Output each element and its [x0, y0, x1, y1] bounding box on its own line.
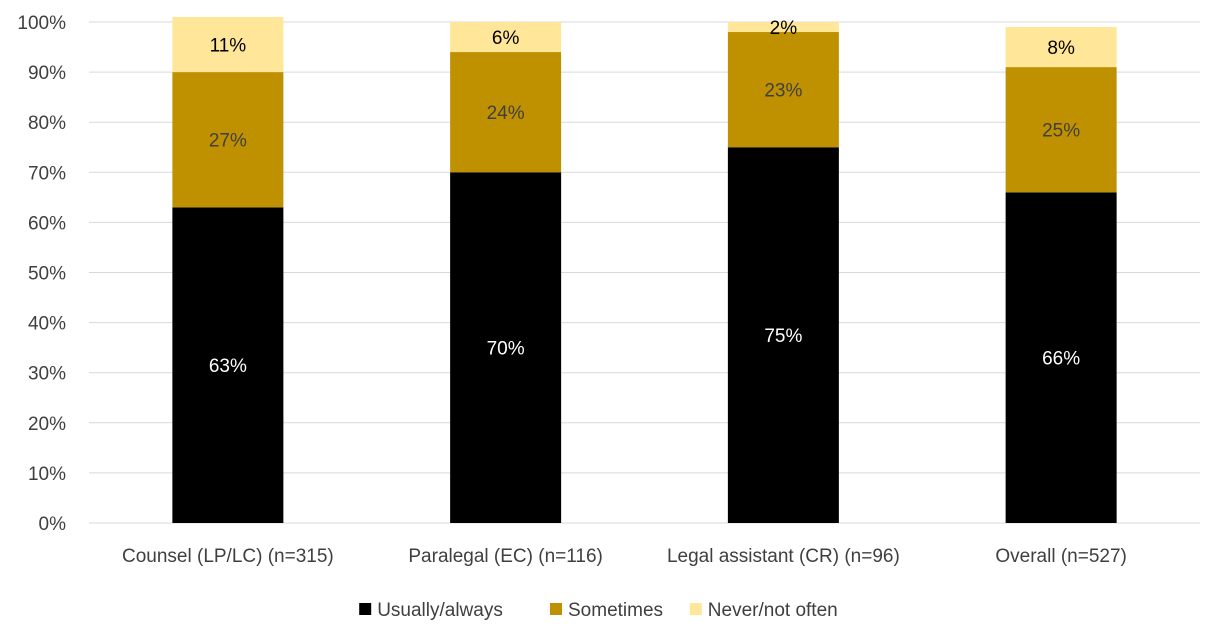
x-category-label: Paralegal (EC) (n=116)	[408, 546, 603, 567]
x-category-label: Counsel (LP/LC) (n=315)	[122, 546, 334, 567]
bar-segment	[727, 32, 839, 148]
y-tick-label: 100%	[17, 13, 66, 34]
legend-swatch	[359, 603, 372, 615]
legend-item: Sometimes	[550, 600, 663, 621]
data-label: 25%	[1042, 121, 1080, 142]
y-tick-label: 40%	[28, 314, 66, 335]
legend-label: Never/not often	[708, 600, 838, 621]
bar-segment	[727, 147, 839, 523]
y-tick-label: 30%	[28, 364, 66, 385]
data-label: 11%	[210, 36, 247, 57]
data-label: 2%	[770, 18, 798, 39]
legend-swatch	[689, 603, 702, 615]
bar-segment	[172, 72, 284, 208]
x-axis-categories: Counsel (LP/LC) (n=315) Paralegal (EC) (n…	[122, 546, 1127, 567]
data-labels: 63% 27% 11% 70% 24% 6% 75% 23% 2% 66% 25% 8%	[209, 18, 1080, 377]
y-axis-ticks: 0% 10% 20% 30% 40% 50% 60% 70% 80% 90% 100%	[17, 13, 66, 535]
data-label: 24%	[487, 103, 525, 124]
bar-segment	[1005, 27, 1117, 68]
bar-segment	[450, 22, 562, 53]
bar-segment	[172, 16, 284, 73]
data-label: 66%	[1042, 349, 1080, 370]
legend-item: Never/not often	[689, 600, 838, 621]
y-tick-label: 60%	[28, 213, 66, 234]
data-label: 70%	[487, 339, 525, 360]
bar-segment	[450, 172, 562, 524]
y-tick-label: 90%	[28, 63, 66, 84]
legend-swatch	[550, 603, 562, 615]
legend: Usually/always Sometimes Never/not often	[359, 600, 838, 621]
y-tick-label: 10%	[28, 464, 66, 485]
y-tick-label: 50%	[28, 264, 66, 285]
data-label: 8%	[1047, 38, 1075, 59]
data-label: 63%	[209, 356, 247, 377]
bar-segment	[727, 22, 839, 33]
data-label: 6%	[492, 28, 520, 49]
bar-segment	[1005, 67, 1117, 193]
data-label: 27%	[209, 131, 247, 152]
y-tick-label: 70%	[28, 163, 66, 184]
legend-item: Usually/always	[359, 600, 503, 621]
legend-label: Sometimes	[568, 600, 663, 621]
legend-label: Usually/always	[377, 600, 503, 621]
x-category-label: Legal assistant (CR) (n=96)	[667, 546, 900, 567]
y-tick-label: 80%	[28, 113, 66, 134]
data-label: 23%	[764, 81, 802, 102]
y-tick-label: 0%	[39, 514, 67, 535]
y-tick-label: 20%	[28, 414, 66, 435]
bar-segment	[1005, 192, 1117, 523]
bar-segment	[450, 52, 562, 173]
bar-segment	[172, 207, 284, 523]
bars	[172, 16, 1117, 524]
data-label: 75%	[764, 326, 802, 347]
x-category-label: Overall (n=527)	[995, 546, 1126, 567]
